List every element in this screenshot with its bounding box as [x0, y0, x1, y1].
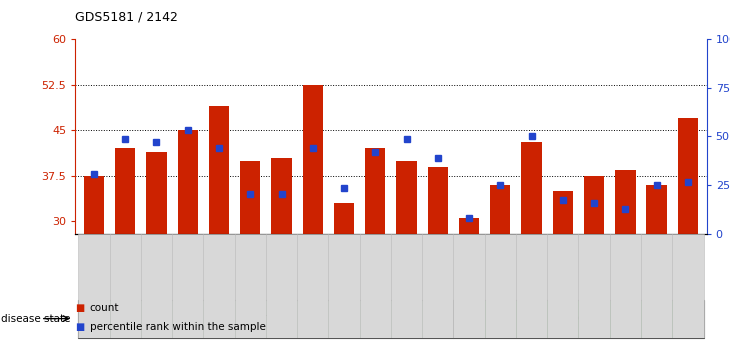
Bar	[677, 118, 698, 234]
Bar	[234, 234, 266, 338]
Bar	[141, 234, 172, 338]
Bar	[584, 176, 604, 234]
Bar	[459, 218, 479, 234]
Bar	[115, 148, 135, 234]
Bar	[78, 300, 453, 338]
Bar	[453, 234, 485, 338]
Bar	[391, 234, 422, 338]
Bar	[328, 234, 360, 338]
Text: GDS5181 / 2142: GDS5181 / 2142	[75, 11, 178, 24]
Text: percentile rank within the sample: percentile rank within the sample	[90, 322, 266, 332]
Bar	[610, 234, 641, 338]
Bar	[334, 203, 354, 234]
Bar	[303, 85, 323, 234]
Text: glioma: glioma	[559, 313, 597, 323]
Text: disease state: disease state	[1, 314, 71, 324]
Text: ■: ■	[75, 303, 85, 313]
Bar	[78, 234, 110, 338]
Bar	[521, 142, 542, 234]
Bar	[360, 234, 391, 338]
Bar	[647, 185, 666, 234]
Text: count: count	[90, 303, 119, 313]
Bar	[177, 130, 198, 234]
Bar	[490, 185, 510, 234]
Bar	[548, 234, 578, 338]
Bar	[272, 158, 292, 234]
Bar	[396, 161, 417, 234]
Bar	[615, 170, 636, 234]
Bar	[485, 234, 516, 338]
Bar	[240, 161, 261, 234]
Bar	[110, 234, 141, 338]
Bar	[453, 300, 704, 338]
Bar	[146, 152, 166, 234]
Bar	[172, 234, 204, 338]
Text: control: control	[247, 313, 285, 323]
Bar	[266, 234, 297, 338]
Bar	[672, 234, 704, 338]
Bar	[209, 106, 229, 234]
Bar	[553, 191, 573, 234]
Text: ■: ■	[75, 322, 85, 332]
Bar	[578, 234, 610, 338]
Bar	[297, 234, 328, 338]
Bar	[516, 234, 548, 338]
Bar	[422, 234, 453, 338]
Bar	[204, 234, 234, 338]
Bar	[84, 176, 104, 234]
Bar	[641, 234, 672, 338]
Bar	[365, 148, 385, 234]
Bar	[428, 167, 448, 234]
